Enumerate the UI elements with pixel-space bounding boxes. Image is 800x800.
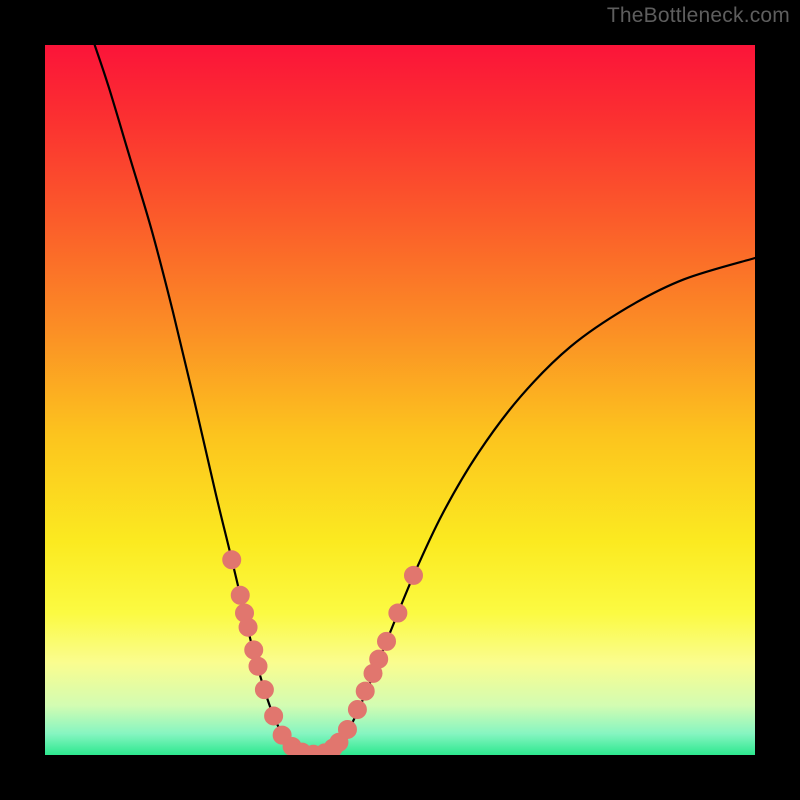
gradient-background — [45, 45, 755, 755]
scatter-marker — [231, 586, 249, 604]
scatter-marker — [338, 720, 356, 738]
chart-container: TheBottleneck.com — [0, 0, 800, 800]
scatter-marker — [389, 604, 407, 622]
scatter-marker — [245, 641, 263, 659]
scatter-marker — [378, 632, 396, 650]
bottleneck-chart-svg — [0, 0, 800, 800]
scatter-marker — [239, 618, 257, 636]
scatter-marker — [356, 682, 374, 700]
scatter-marker — [370, 650, 388, 668]
scatter-marker — [265, 707, 283, 725]
scatter-marker — [348, 701, 366, 719]
scatter-marker — [223, 551, 241, 569]
scatter-marker — [249, 657, 267, 675]
scatter-marker — [404, 566, 422, 584]
scatter-marker — [255, 681, 273, 699]
watermark-text: TheBottleneck.com — [607, 4, 790, 28]
